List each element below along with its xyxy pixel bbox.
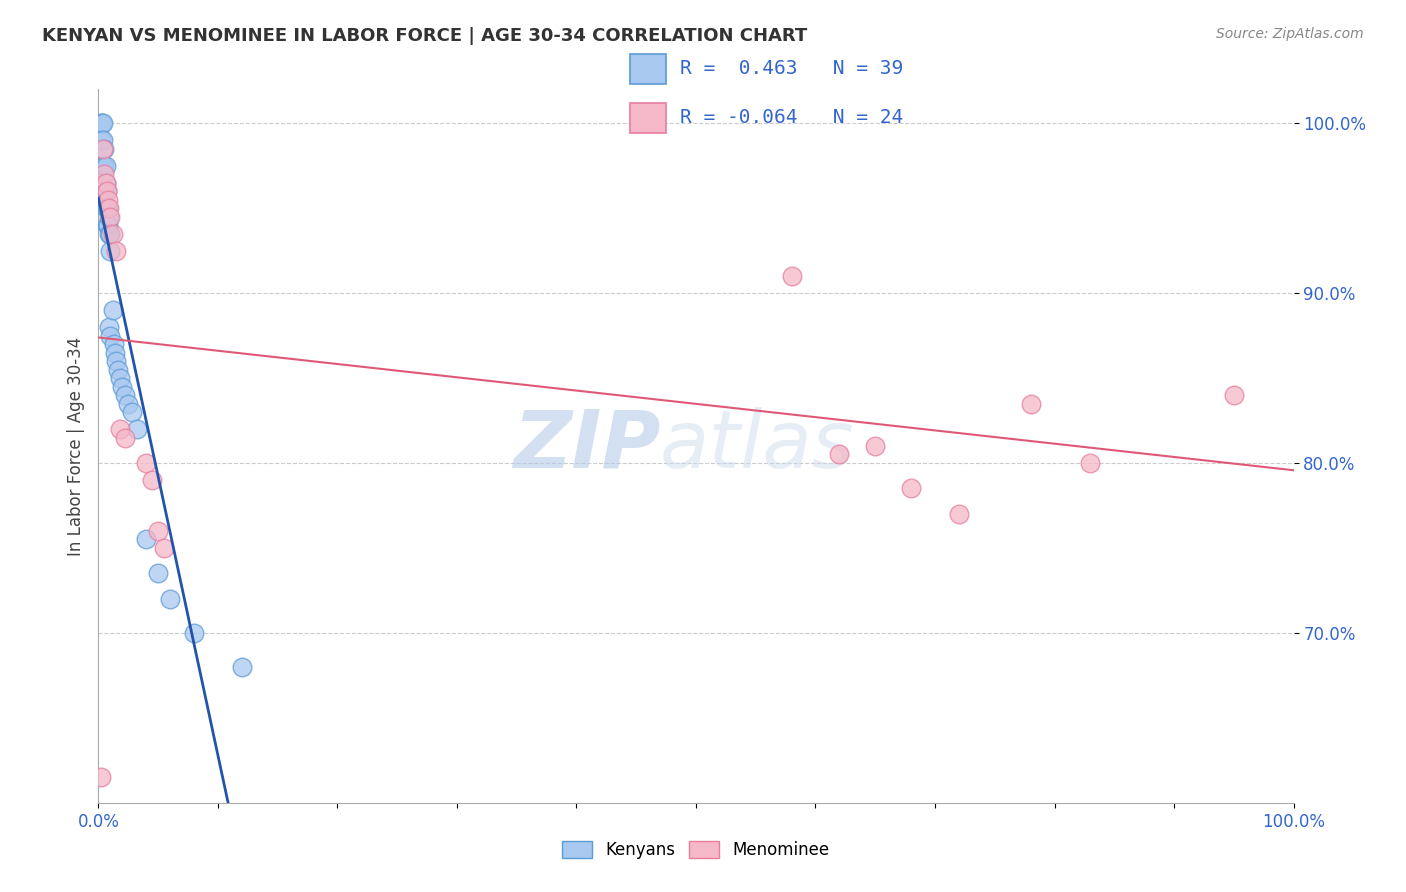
Point	[103, 337, 125, 351]
FancyBboxPatch shape	[630, 54, 666, 84]
Point	[94, 201, 117, 215]
Point	[101, 303, 124, 318]
Point	[90, 133, 112, 147]
Point	[1223, 388, 1246, 402]
Point	[141, 473, 163, 487]
FancyBboxPatch shape	[630, 103, 666, 133]
Point	[98, 201, 121, 215]
Text: atlas: atlas	[661, 407, 855, 485]
Point	[98, 210, 122, 224]
Text: ZIP: ZIP	[513, 407, 661, 485]
Point	[117, 396, 139, 410]
Point	[148, 524, 170, 538]
Point	[900, 482, 922, 496]
Point	[107, 362, 129, 376]
Point	[108, 422, 131, 436]
Point	[98, 227, 122, 241]
Point	[96, 184, 118, 198]
Point	[97, 201, 120, 215]
Point	[780, 269, 803, 284]
Text: R =  0.463   N = 39: R = 0.463 N = 39	[679, 59, 903, 78]
Point	[105, 354, 128, 368]
Point	[93, 159, 115, 173]
Legend: Kenyans, Menominee: Kenyans, Menominee	[555, 834, 837, 866]
Point	[98, 320, 121, 334]
Point	[828, 448, 851, 462]
Point	[91, 142, 114, 156]
Point	[90, 770, 112, 784]
Point	[159, 591, 181, 606]
Point	[90, 116, 112, 130]
Point	[121, 405, 143, 419]
Text: Source: ZipAtlas.com: Source: ZipAtlas.com	[1216, 27, 1364, 41]
Point	[153, 541, 176, 555]
Point	[125, 422, 148, 436]
Point	[96, 201, 118, 215]
Point	[183, 626, 205, 640]
Point	[98, 227, 121, 241]
Point	[91, 116, 114, 130]
Point	[94, 176, 117, 190]
Point	[135, 456, 157, 470]
Point	[101, 227, 124, 241]
Point	[135, 533, 157, 547]
Point	[91, 133, 114, 147]
Point	[93, 167, 115, 181]
Point	[148, 566, 170, 581]
Point	[98, 328, 122, 343]
Point	[114, 388, 136, 402]
Point	[96, 218, 118, 232]
Point	[1019, 396, 1042, 410]
Point	[104, 345, 127, 359]
Point	[96, 184, 118, 198]
Point	[105, 244, 128, 258]
Point	[93, 142, 115, 156]
Text: KENYAN VS MENOMINEE IN LABOR FORCE | AGE 30-34 CORRELATION CHART: KENYAN VS MENOMINEE IN LABOR FORCE | AGE…	[42, 27, 807, 45]
Point	[114, 430, 136, 444]
Point	[1080, 456, 1102, 470]
Point	[93, 184, 115, 198]
Point	[91, 159, 114, 173]
Point	[111, 379, 134, 393]
Point	[97, 193, 120, 207]
Point	[108, 371, 131, 385]
Point	[98, 210, 121, 224]
Point	[94, 176, 117, 190]
Point	[94, 159, 117, 173]
Point	[231, 660, 253, 674]
Point	[91, 116, 114, 130]
Text: R = -0.064   N = 24: R = -0.064 N = 24	[679, 108, 903, 128]
Point	[97, 218, 120, 232]
Point	[98, 244, 122, 258]
Point	[865, 439, 887, 453]
Y-axis label: In Labor Force | Age 30-34: In Labor Force | Age 30-34	[66, 336, 84, 556]
Point	[948, 507, 970, 521]
